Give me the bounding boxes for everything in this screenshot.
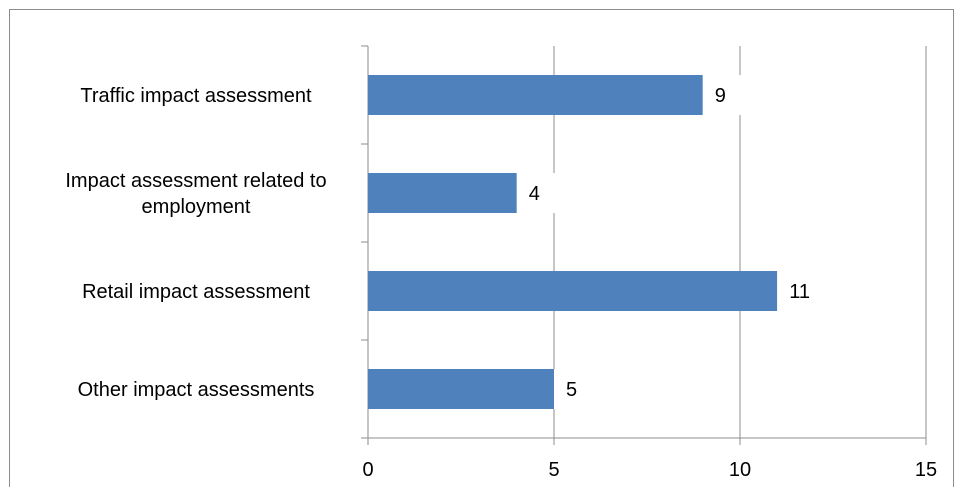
data-label: 11 bbox=[789, 281, 810, 303]
bar bbox=[368, 173, 517, 213]
data-label-background bbox=[777, 271, 818, 311]
data-label: 4 bbox=[529, 183, 540, 205]
data-label-background bbox=[702, 75, 743, 115]
category-label: Retail impact assessment bbox=[82, 281, 310, 303]
category-label: employment bbox=[142, 196, 251, 218]
x-tick-label: 15 bbox=[915, 459, 937, 481]
category-label: Traffic impact assessment bbox=[80, 85, 312, 107]
data-label-background bbox=[516, 173, 557, 213]
bar bbox=[368, 75, 703, 115]
labels: 0 5 10 15 9 Traffic impact assessment 4 Impact … bbox=[65, 75, 937, 481]
x-tick-label: 0 bbox=[362, 459, 373, 481]
bar bbox=[368, 369, 554, 409]
bars bbox=[368, 75, 778, 409]
data-label: 5 bbox=[566, 379, 577, 401]
x-tick-label: 10 bbox=[729, 459, 751, 481]
category-label: Impact assessment related to bbox=[65, 170, 326, 192]
data-label: 9 bbox=[715, 85, 726, 107]
data-label-background bbox=[554, 369, 594, 409]
bar bbox=[368, 271, 778, 311]
x-tick-label: 5 bbox=[548, 459, 559, 481]
category-label: Other impact assessments bbox=[78, 379, 315, 401]
